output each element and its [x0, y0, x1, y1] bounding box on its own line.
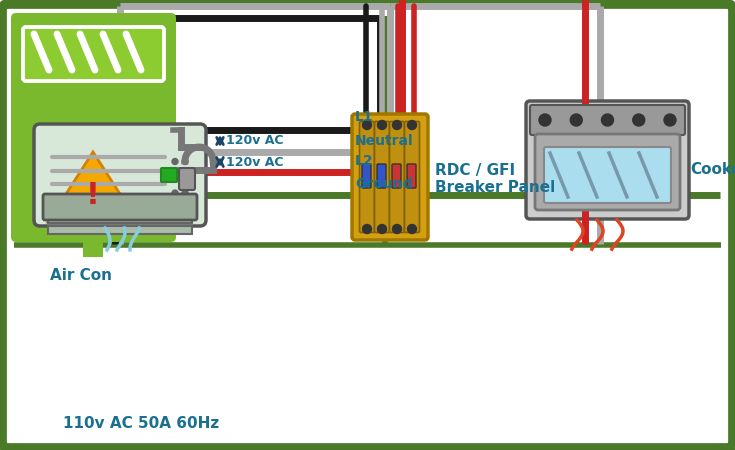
Text: Breaker Panel: Breaker Panel — [435, 180, 555, 194]
FancyBboxPatch shape — [535, 134, 680, 210]
Circle shape — [407, 121, 417, 130]
FancyBboxPatch shape — [526, 101, 689, 219]
FancyBboxPatch shape — [23, 27, 164, 81]
Circle shape — [664, 114, 676, 126]
Circle shape — [392, 121, 401, 130]
FancyBboxPatch shape — [161, 168, 177, 182]
FancyBboxPatch shape — [544, 147, 671, 203]
Circle shape — [378, 225, 387, 234]
Text: 110v AC 50A 60Hz: 110v AC 50A 60Hz — [63, 417, 219, 432]
Circle shape — [172, 190, 178, 196]
FancyBboxPatch shape — [362, 164, 371, 188]
Text: Ground: Ground — [355, 177, 412, 191]
Circle shape — [182, 174, 188, 180]
FancyBboxPatch shape — [375, 122, 390, 233]
FancyBboxPatch shape — [11, 13, 176, 242]
Text: 120v AC: 120v AC — [226, 135, 284, 148]
FancyBboxPatch shape — [48, 204, 192, 212]
Circle shape — [407, 225, 417, 234]
FancyBboxPatch shape — [377, 164, 386, 188]
FancyBboxPatch shape — [48, 226, 192, 234]
Circle shape — [172, 158, 178, 165]
Text: RDC / GFI: RDC / GFI — [435, 162, 515, 177]
Circle shape — [392, 225, 401, 234]
Polygon shape — [48, 152, 138, 222]
FancyBboxPatch shape — [2, 4, 733, 448]
FancyBboxPatch shape — [179, 168, 195, 190]
Circle shape — [362, 225, 371, 234]
FancyBboxPatch shape — [530, 105, 685, 135]
Text: Neutral: Neutral — [355, 134, 414, 148]
Circle shape — [633, 114, 645, 126]
Circle shape — [378, 121, 387, 130]
FancyBboxPatch shape — [390, 122, 404, 233]
Bar — [83, 235, 103, 257]
Circle shape — [539, 114, 551, 126]
FancyBboxPatch shape — [404, 122, 420, 233]
FancyBboxPatch shape — [359, 122, 375, 233]
FancyBboxPatch shape — [392, 164, 401, 188]
FancyBboxPatch shape — [407, 164, 416, 188]
Circle shape — [570, 114, 582, 126]
FancyBboxPatch shape — [43, 194, 197, 220]
FancyBboxPatch shape — [34, 124, 206, 226]
Text: L2: L2 — [355, 154, 373, 168]
FancyBboxPatch shape — [352, 114, 428, 240]
Text: L1: L1 — [355, 110, 373, 124]
Text: Air Con: Air Con — [50, 267, 112, 283]
Circle shape — [172, 174, 178, 180]
Circle shape — [182, 158, 188, 165]
Text: !: ! — [86, 181, 100, 210]
Text: Cooker: Cooker — [690, 162, 735, 177]
Circle shape — [182, 190, 188, 196]
Circle shape — [601, 114, 614, 126]
Circle shape — [362, 121, 371, 130]
Text: 120v AC: 120v AC — [226, 156, 284, 168]
FancyBboxPatch shape — [48, 215, 192, 223]
